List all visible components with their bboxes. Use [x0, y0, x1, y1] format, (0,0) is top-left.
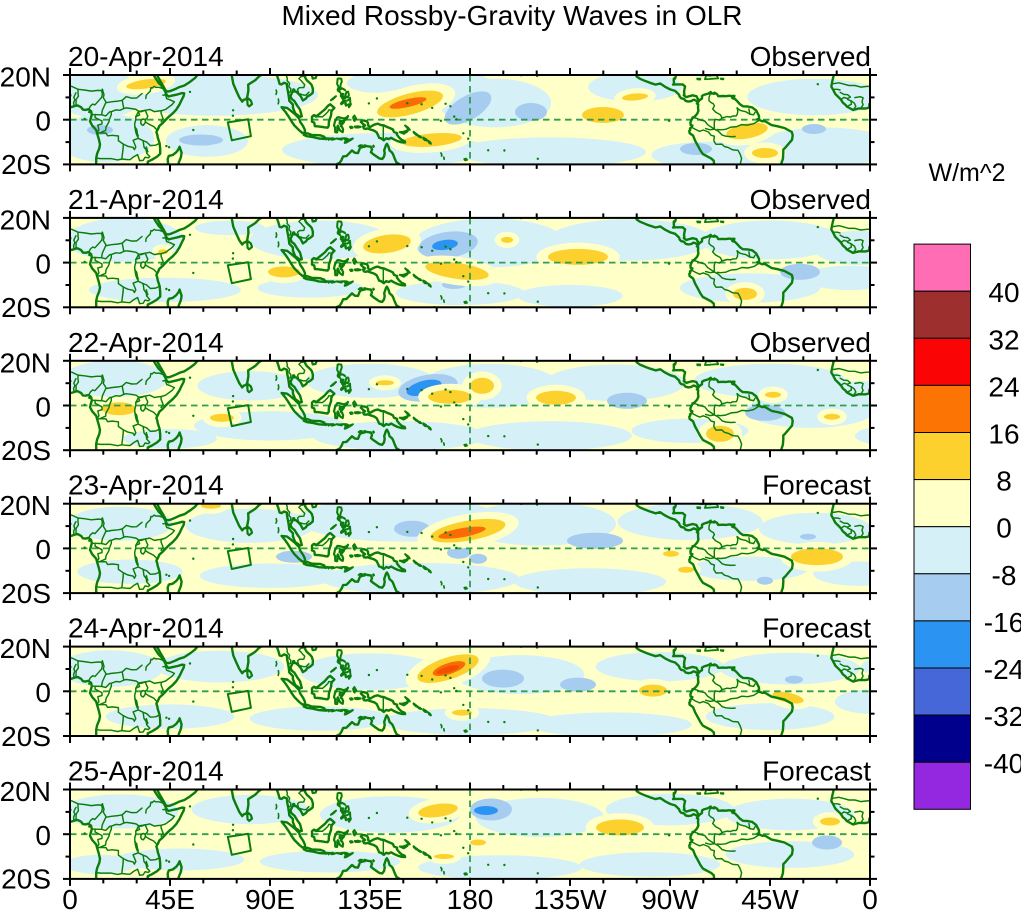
svg-text:24-Apr-2014: 24-Apr-2014 — [68, 613, 224, 644]
svg-text:135W: 135W — [533, 884, 607, 915]
svg-text:8: 8 — [996, 466, 1012, 497]
svg-text:Observed: Observed — [750, 41, 871, 72]
svg-text:180: 180 — [447, 884, 494, 915]
svg-text:0: 0 — [35, 391, 51, 422]
svg-text:0: 0 — [35, 106, 51, 137]
svg-text:Forecast: Forecast — [762, 470, 871, 501]
svg-text:20S: 20S — [1, 721, 51, 752]
svg-text:20N: 20N — [0, 204, 51, 235]
svg-text:-32: -32 — [984, 701, 1021, 732]
svg-text:W/m^2: W/m^2 — [928, 159, 1005, 187]
svg-text:90E: 90E — [245, 884, 295, 915]
svg-text:0: 0 — [35, 820, 51, 851]
svg-text:20S: 20S — [1, 864, 51, 895]
svg-text:20S: 20S — [1, 578, 51, 609]
svg-text:0: 0 — [62, 884, 78, 915]
svg-text:Observed: Observed — [750, 327, 871, 358]
svg-text:90W: 90W — [641, 884, 699, 915]
svg-text:0: 0 — [35, 248, 51, 279]
svg-text:25-Apr-2014: 25-Apr-2014 — [68, 756, 224, 787]
svg-text:20S: 20S — [1, 149, 51, 180]
svg-text:23-Apr-2014: 23-Apr-2014 — [68, 470, 224, 501]
svg-text:22-Apr-2014: 22-Apr-2014 — [68, 327, 224, 358]
svg-text:0: 0 — [996, 513, 1012, 544]
svg-text:45E: 45E — [145, 884, 195, 915]
svg-text:Mixed Rossby-Gravity Waves in: Mixed Rossby-Gravity Waves in OLR — [281, 0, 742, 31]
svg-text:20N: 20N — [0, 776, 51, 807]
svg-text:40: 40 — [988, 277, 1019, 308]
svg-text:-8: -8 — [992, 560, 1017, 591]
svg-text:20N: 20N — [0, 633, 51, 664]
svg-text:135E: 135E — [337, 884, 402, 915]
svg-text:-24: -24 — [984, 654, 1021, 685]
svg-text:0: 0 — [35, 677, 51, 708]
svg-text:20S: 20S — [1, 292, 51, 323]
svg-text:0: 0 — [862, 884, 878, 915]
svg-text:20-Apr-2014: 20-Apr-2014 — [68, 41, 224, 72]
svg-text:Forecast: Forecast — [762, 613, 871, 644]
svg-text:20N: 20N — [0, 62, 51, 93]
svg-text:24: 24 — [988, 371, 1019, 402]
svg-text:Observed: Observed — [750, 184, 871, 215]
svg-text:-16: -16 — [984, 607, 1021, 638]
svg-text:32: 32 — [988, 324, 1019, 355]
svg-text:20S: 20S — [1, 435, 51, 466]
svg-text:Forecast: Forecast — [762, 756, 871, 787]
svg-text:0: 0 — [35, 534, 51, 565]
svg-text:21-Apr-2014: 21-Apr-2014 — [68, 184, 224, 215]
svg-text:45W: 45W — [741, 884, 799, 915]
svg-text:-40: -40 — [984, 748, 1021, 779]
svg-text:20N: 20N — [0, 490, 51, 521]
svg-text:16: 16 — [988, 419, 1019, 450]
svg-text:20N: 20N — [0, 347, 51, 378]
